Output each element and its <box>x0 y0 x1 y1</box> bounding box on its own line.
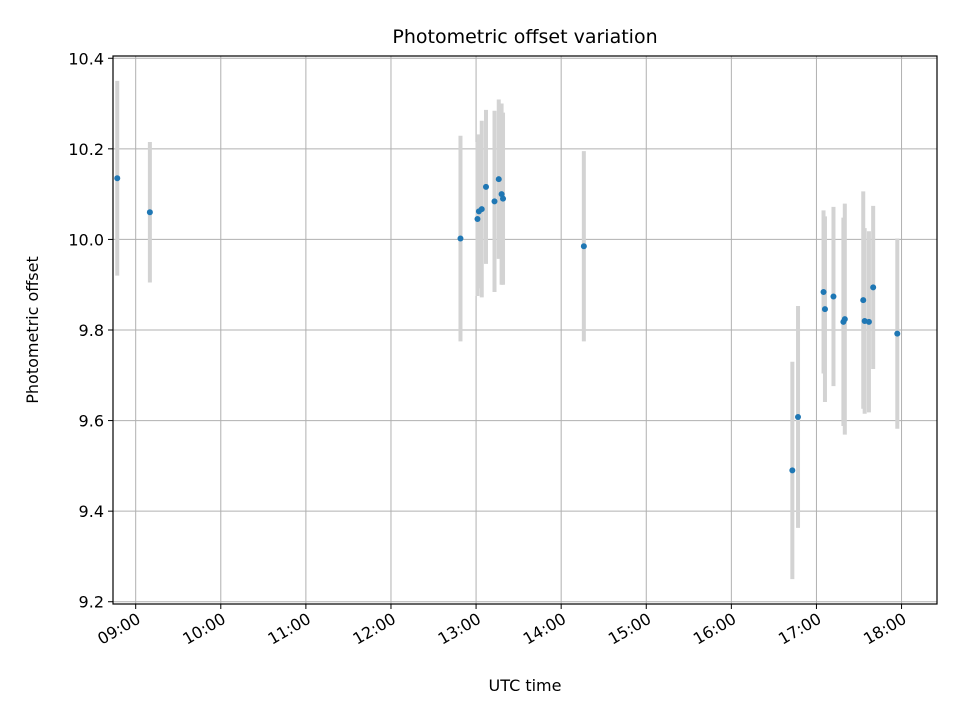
grid <box>113 56 937 604</box>
y-tick-label: 10.4 <box>68 49 104 68</box>
data-point <box>498 191 505 198</box>
y-tick-label: 9.8 <box>79 321 104 340</box>
y-tick-label: 9.2 <box>79 593 104 612</box>
y-tick-label: 10.2 <box>68 140 104 159</box>
y-axis: 9.2 9.4 9.6 9.8 10.0 10.2 10.4 <box>68 49 113 612</box>
data-point <box>114 175 121 182</box>
data-point <box>821 306 828 313</box>
data-point <box>580 243 587 250</box>
y-axis-label: Photometric offset <box>23 256 42 404</box>
data-point <box>841 316 848 323</box>
x-axis-label: UTC time <box>489 676 562 695</box>
data-point <box>795 413 802 420</box>
y-tick-label: 9.6 <box>79 412 104 431</box>
y-tick-label: 10.0 <box>68 230 104 249</box>
y-tick-label: 9.4 <box>79 502 104 521</box>
data-point <box>830 293 837 300</box>
data-point <box>789 467 796 474</box>
data-points <box>114 175 901 474</box>
data-point <box>478 206 485 213</box>
data-point <box>865 318 872 325</box>
chart-title: Photometric offset variation <box>392 26 657 48</box>
data-point <box>457 235 464 242</box>
data-point <box>495 176 502 183</box>
data-point <box>491 198 498 205</box>
data-point <box>500 195 507 202</box>
data-point <box>894 330 901 337</box>
data-point <box>146 209 153 216</box>
data-point <box>482 183 489 190</box>
data-point <box>820 288 827 295</box>
data-point <box>474 216 481 223</box>
data-point <box>870 284 877 291</box>
data-point <box>860 297 867 304</box>
